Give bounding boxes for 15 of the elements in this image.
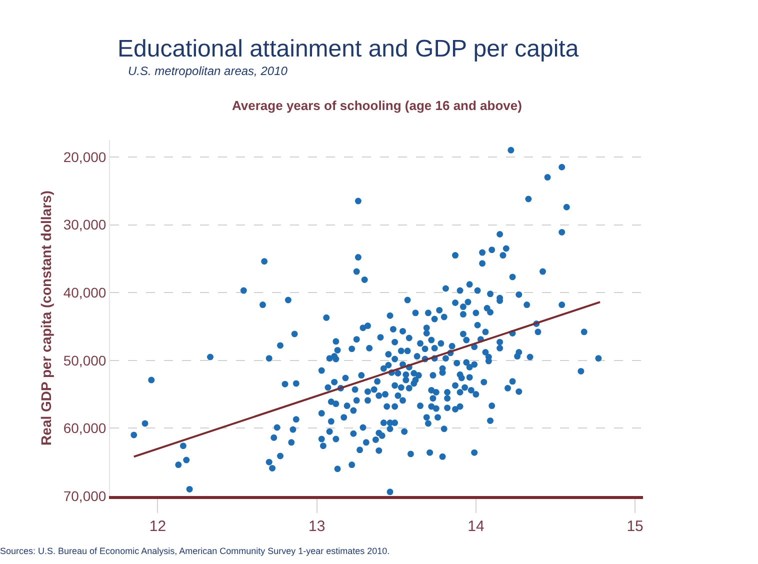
x-tick-label: 13: [308, 518, 326, 535]
y-tick-label: 50,000: [63, 352, 106, 368]
y-tick-label: 20,000: [63, 148, 106, 165]
x-tick-label: 14: [468, 518, 484, 535]
chart-title: Educational attainment and GDP per capita: [117, 35, 580, 62]
y-tick-label: 40,000: [63, 284, 106, 300]
y-tick-label: 30,000: [63, 216, 106, 233]
y-tick-label: 60,000: [63, 420, 106, 436]
source-note: Sources: U.S. Bureau of Economic Analysis, American Community Survey 1-year estimates 2010.: [0, 546, 390, 556]
y-tick-label: 70,000: [63, 488, 106, 504]
x-axis-title: Average years of schooling (age 16 and above): [232, 98, 522, 113]
x-tick-label: 15: [626, 518, 644, 535]
x-tick-label: 12: [149, 518, 166, 535]
y-axis-title: Real GDP per capita (constant dollars): [38, 190, 54, 446]
chart-subtitle: U.S. metropolitan areas, 2010: [128, 64, 288, 78]
